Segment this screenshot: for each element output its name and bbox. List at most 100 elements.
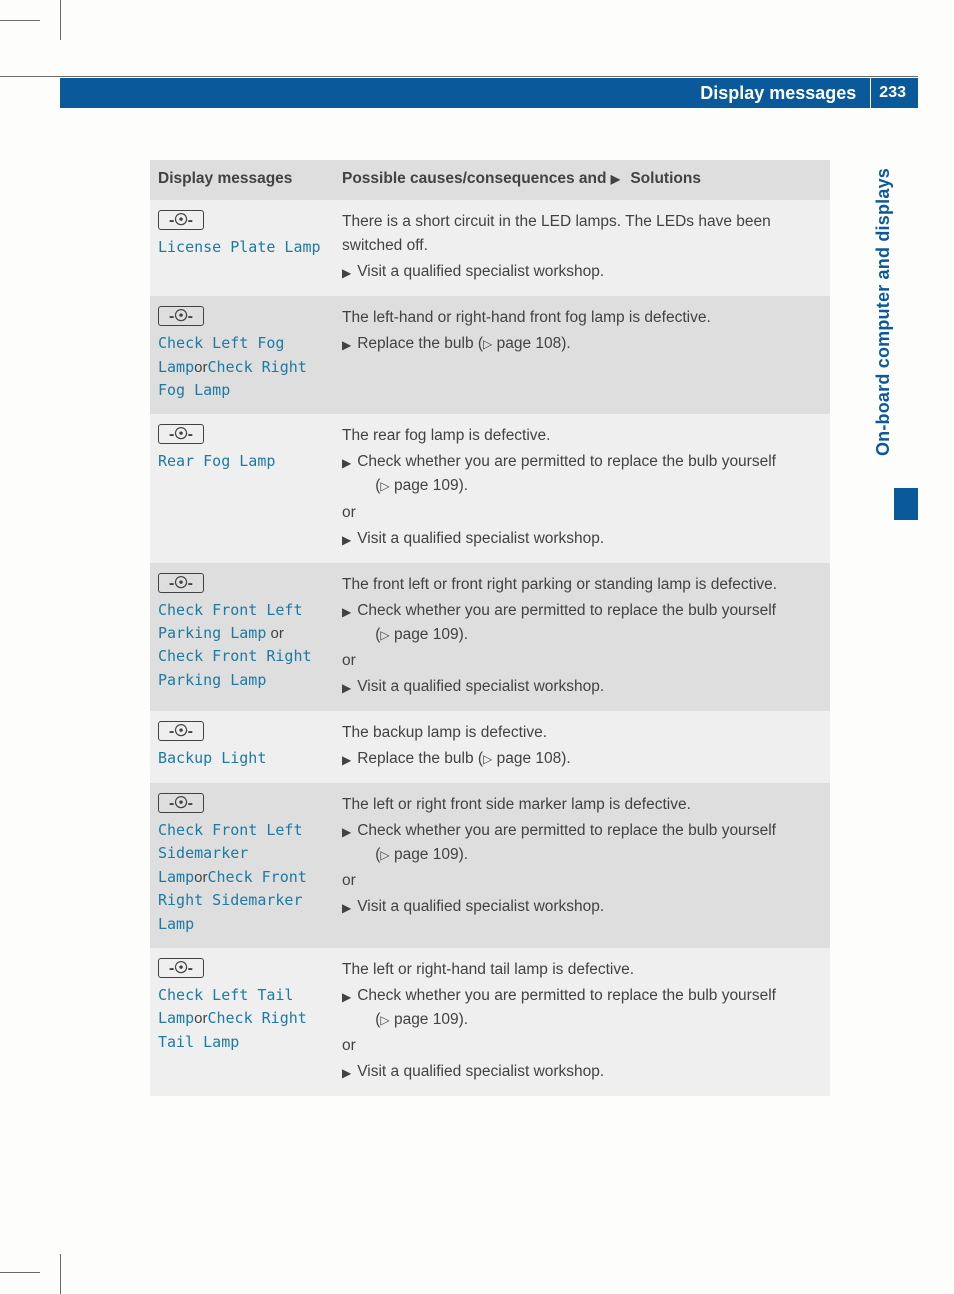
page-ref-icon: ▷: [380, 848, 389, 862]
solution-step: ▶ Check whether you are permitted to repl…: [342, 450, 822, 498]
bulb-warning-icon: -☉-: [158, 306, 204, 326]
solution-text: Visit a qualified specialist workshop.: [357, 675, 604, 699]
or-separator: or: [194, 869, 207, 886]
table-row: -☉- License Plate Lamp There is a short ci…: [150, 200, 830, 296]
crop-mark: [60, 1254, 61, 1294]
display-message-text: Check Front Right Parking Lamp: [158, 647, 312, 688]
bulb-warning-icon: -☉-: [158, 424, 204, 444]
section-side-tab-label: On-board computer and displays: [873, 168, 894, 456]
table-cell-solution: The front left or front right parking or…: [334, 563, 830, 711]
cause-text: There is a short circuit in the LED lamp…: [342, 210, 822, 258]
bulb-warning-icon: -☉-: [158, 210, 204, 230]
cause-text: The backup lamp is defective.: [342, 721, 822, 745]
bulb-warning-icon: -☉-: [158, 573, 204, 593]
or-separator: or: [342, 501, 822, 525]
bulb-warning-icon: -☉-: [158, 793, 204, 813]
table-row: -☉- Backup Light The backup lamp is defect…: [150, 711, 830, 783]
section-side-tab-marker: [894, 488, 918, 520]
page-ref-icon: ▷: [380, 479, 389, 493]
page-top-rule: [0, 76, 918, 77]
or-separator: or: [266, 625, 284, 642]
table-cell-message: -☉- License Plate Lamp: [150, 200, 334, 296]
triangle-icon: ▶: [342, 454, 351, 473]
table-cell-solution: The left or right-hand tail lamp is defe…: [334, 948, 830, 1096]
cause-text: The left-hand or right-hand front fog la…: [342, 306, 822, 330]
solution-text: Check whether you are permitted to repla…: [357, 819, 776, 867]
solution-step: ▶Visit a qualified specialist workshop.: [342, 1060, 822, 1084]
triangle-icon: ▶: [342, 679, 351, 698]
solution-text: Replace the bulb (▷ page 108).: [357, 332, 570, 356]
triangle-icon: ▶: [611, 172, 620, 186]
page-ref-icon: ▷: [483, 337, 492, 351]
table-row: -☉- Rear Fog Lamp The rear fog lamp is def…: [150, 414, 830, 562]
table-row: -☉-Check Left Tail LamporCheck Right Tai…: [150, 948, 830, 1096]
page-number: 233: [879, 84, 906, 102]
cause-text: The rear fog lamp is defective.: [342, 424, 822, 448]
page-title: Display messages: [700, 83, 856, 104]
solution-text: Check whether you are permitted to repla…: [357, 450, 776, 498]
or-separator: or: [194, 1010, 207, 1027]
cause-text: The front left or front right parking or…: [342, 573, 822, 597]
display-message-text: Backup Light: [158, 749, 266, 767]
table-cell-message: -☉- Rear Fog Lamp: [150, 414, 334, 562]
page-ref-icon: ▷: [380, 1013, 389, 1027]
solution-step: ▶Visit a qualified specialist workshop.: [342, 260, 822, 284]
solution-step: ▶ Check whether you are permitted to repl…: [342, 984, 822, 1032]
solution-step: ▶ Replace the bulb (▷ page 108).: [342, 332, 822, 356]
or-separator: or: [342, 869, 822, 893]
solution-step: ▶ Visit a qualified specialist workshop.: [342, 675, 822, 699]
triangle-icon: ▶: [342, 988, 351, 1007]
table-cell-solution: The left-hand or right-hand front fog la…: [334, 296, 830, 414]
triangle-icon: ▶: [342, 264, 351, 283]
or-separator: or: [342, 649, 822, 673]
crop-mark: [60, 0, 61, 40]
table-row: -☉-Check Left Fog LamporCheck Right Fog …: [150, 296, 830, 414]
solution-text: Visit a qualified specialist workshop.: [357, 1060, 604, 1084]
page-ref-icon: ▷: [483, 752, 492, 766]
solution-step: ▶ Visit a qualified specialist workshop.: [342, 895, 822, 919]
solution-step: ▶Visit a qualified specialist workshop.: [342, 527, 822, 551]
table-cell-solution: The left or right front side marker lamp…: [334, 783, 830, 948]
solution-step: ▶ Replace the bulb (▷ page 108).: [342, 747, 822, 771]
table-header-col2: Possible causes/consequences and ▶ Solut…: [334, 160, 830, 200]
bulb-warning-icon: -☉-: [158, 721, 204, 741]
table-cell-message: -☉-Check Left Tail LamporCheck Right Tai…: [150, 948, 334, 1096]
triangle-icon: ▶: [342, 823, 351, 842]
table-cell-message: -☉-Check Left Fog LamporCheck Right Fog …: [150, 296, 334, 414]
table-cell-message: -☉- Backup Light: [150, 711, 334, 783]
section-side-tab: On-board computer and displays: [873, 168, 894, 456]
display-message-text: License Plate Lamp: [158, 238, 321, 256]
table-cell-solution: The rear fog lamp is defective. ▶ Check wh…: [334, 414, 830, 562]
triangle-icon: ▶: [342, 751, 351, 770]
table-row: -☉-Check Front Left Parking Lamp or Chec…: [150, 563, 830, 711]
display-message-text: Rear Fog Lamp: [158, 452, 275, 470]
table-cell-solution: The backup lamp is defective. ▶ Replace th…: [334, 711, 830, 783]
cause-text: The left or right-hand tail lamp is defe…: [342, 958, 822, 982]
triangle-icon: ▶: [342, 531, 351, 550]
table-cell-message: -☉-Check Front Left Sidemarker LamporChe…: [150, 783, 334, 948]
cause-text: The left or right front side marker lamp…: [342, 793, 822, 817]
solution-step: ▶Check whether you are permitted to repl…: [342, 599, 822, 647]
triangle-icon: ▶: [342, 336, 351, 355]
table-header-col1: Display messages: [150, 160, 334, 200]
table-header-col2-suffix: Solutions: [626, 170, 701, 187]
page-header-bar: Display messages 233: [60, 78, 918, 108]
solution-step: ▶ Check whether you are permitted to repl…: [342, 819, 822, 867]
crop-mark: [0, 1272, 40, 1273]
table-cell-message: -☉-Check Front Left Parking Lamp or Chec…: [150, 563, 334, 711]
display-messages-table: Display messages Possible causes/consequ…: [150, 160, 830, 1096]
header-separator: [870, 78, 871, 108]
solution-text: Replace the bulb (▷ page 108).: [357, 747, 570, 771]
or-separator: or: [342, 1034, 822, 1058]
triangle-icon: ▶: [342, 899, 351, 918]
table-cell-solution: There is a short circuit in the LED lamp…: [334, 200, 830, 296]
solution-text: Visit a qualified specialist workshop.: [357, 895, 604, 919]
content-area: Display messages Possible causes/consequ…: [150, 160, 830, 1096]
solution-text: Check whether you are permitted to repla…: [357, 984, 776, 1032]
or-separator: or: [194, 359, 207, 376]
crop-mark: [0, 20, 40, 21]
table-header-col2-prefix: Possible causes/consequences and: [342, 170, 611, 187]
triangle-icon: ▶: [342, 603, 351, 622]
page-ref-icon: ▷: [380, 628, 389, 642]
bulb-warning-icon: -☉-: [158, 958, 204, 978]
